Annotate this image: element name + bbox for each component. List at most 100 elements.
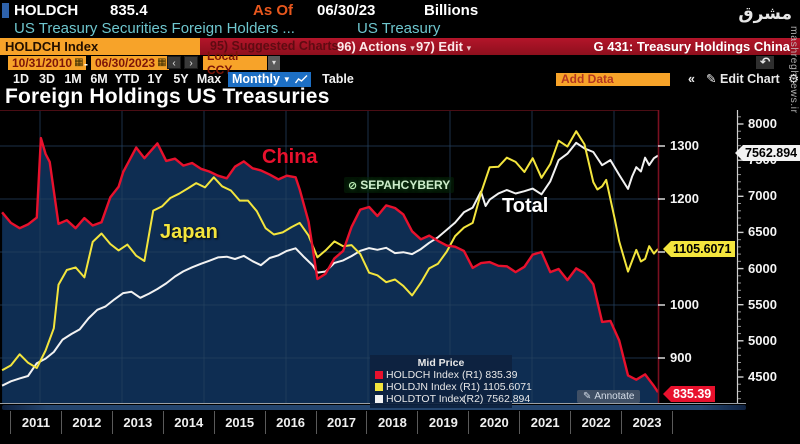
pencil-icon: ✎ (706, 72, 717, 86)
security-description-2[interactable]: US Treasury (357, 20, 441, 37)
r2-tick-label: 5500 (748, 296, 777, 312)
as-of-date: 06/30/23 (317, 2, 376, 19)
range-1y[interactable]: 1Y (147, 72, 163, 86)
legend-title: Mid Price (417, 357, 465, 369)
r1-tick-label: 1200 (670, 191, 699, 206)
range-max[interactable]: Max (196, 72, 222, 86)
chevron-down-icon: ▾ (466, 43, 472, 53)
range-6m[interactable]: 6M (90, 72, 108, 86)
date-from-field[interactable]: 10/31/2010 ▦ (8, 56, 86, 70)
chevron-down-icon: ▼ (282, 75, 291, 84)
date-dash: - (84, 57, 88, 71)
china-price-tag: 835.39 (663, 386, 716, 402)
range-5y[interactable]: 5Y (173, 72, 189, 86)
x-tick-year: 2017 (317, 411, 368, 434)
total-price-tag: 7562.894 (735, 145, 800, 161)
x-tick-year: 2021 (520, 411, 572, 434)
r1-axis: 1300120011001000900 (666, 110, 726, 410)
x-tick-year: 2019 (418, 411, 470, 434)
add-data-button[interactable]: Add Data (556, 73, 670, 86)
chevron-down-icon: ▾ (410, 43, 415, 53)
description-bar: US Treasury Securities Foreign Holders .… (0, 19, 800, 37)
currency-dropdown-icon[interactable]: ▾ (268, 56, 280, 70)
calendar-icon[interactable]: ▦ (157, 57, 167, 68)
japan-series-label: Japan (160, 221, 218, 243)
suggested-charts-menu[interactable]: 95) Suggested Charts (210, 39, 339, 53)
chart-slot-title: G 431: Treasury Holdings China (593, 39, 791, 54)
x-axis: 2011 2012 2013 2014 2015 2016 2017 2018 2019 2020… (10, 411, 673, 434)
x-tick-year: 2011 (11, 411, 62, 434)
x-tick-year: 2023 (622, 411, 673, 434)
prev-button[interactable]: ‹ (167, 56, 181, 69)
quote-bar: HOLDCH 835.4 As Of 06/30/23 Billions (0, 0, 800, 20)
actions-menu[interactable]: 96) Actions ▾ (337, 39, 415, 54)
r1-tick-label: 1300 (670, 138, 699, 154)
total-series-label: Total (502, 195, 549, 217)
total-line (1, 141, 659, 387)
range-1d[interactable]: 1D (13, 72, 29, 86)
r2-tick-label: 6000 (748, 260, 777, 276)
x-tick-year: 2013 (113, 411, 164, 434)
r2-tick-label: 4500 (748, 368, 777, 384)
as-of-label: As Of (253, 2, 294, 19)
security-chip[interactable]: HOLDCH Index (0, 38, 200, 55)
x-tick-year: 2014 (164, 411, 215, 434)
legend-row: HOLDJN Index (R1) 1105.6071 (375, 381, 532, 393)
date-to-field[interactable]: 06/30/2023 ▦ (91, 56, 169, 70)
annotate-button[interactable]: ✎ Annotate (577, 390, 641, 403)
mashregh-logo-watermark: مشرق (738, 4, 792, 23)
r2-tick-label: 6500 (748, 224, 777, 240)
chart-title: Foreign Holdings US Treasuries (5, 85, 330, 108)
x-tick-year: 2022 (571, 411, 623, 434)
legend-swatch-japan (375, 383, 383, 391)
pencil-icon: ✎ (583, 391, 592, 402)
security-description[interactable]: US Treasury Securities Foreign Holders .… (14, 20, 295, 37)
x-tick-year: 2015 (215, 411, 266, 434)
next-button[interactable]: › (184, 56, 198, 69)
chart-type-icon[interactable] (292, 72, 311, 87)
gear-icon[interactable]: ⚙ (788, 72, 800, 86)
china-line (1, 136, 660, 393)
chart-legend: Mid Price HOLDCH Index (R1) 835.39 HOLDJ… (370, 355, 532, 408)
currency-select[interactable]: Local CCY (203, 49, 267, 77)
range-3d[interactable]: 3D (39, 72, 55, 86)
table-button[interactable]: Table (322, 72, 354, 86)
r2-tick-label: 5000 (748, 332, 777, 348)
edit-chart-button[interactable]: Edit Chart (720, 72, 780, 86)
legend-row: HOLDTOT Index (R2) 7562.894 (375, 393, 530, 405)
r1-tick-label: 1000 (670, 296, 699, 312)
sepah-watermark: ⊘ SEPAHCYBERY (344, 177, 455, 193)
range-toolbar: 1D 3D 1M 6M YTD 1Y 5Y Max Monthly ▼ Table… (0, 72, 800, 87)
edit-menu[interactable]: 97) Edit ▾ (416, 39, 472, 54)
range-1m[interactable]: 1M (64, 72, 82, 86)
ticker: HOLDCH (14, 2, 79, 19)
date-toolbar: 10/31/2010 ▦ - 06/30/2023 ▦ ‹ › Local CCY … (0, 49, 800, 77)
undo-icon[interactable]: ↶ (756, 56, 775, 69)
x-tick-year: 2016 (266, 411, 317, 434)
r1-tick-label: 900 (670, 349, 692, 365)
japan-line (1, 130, 659, 372)
collapse-icon[interactable]: « (688, 72, 695, 86)
china-area-fill (2, 138, 659, 403)
mashregh-site-watermark: mashreghnews.ir (788, 26, 800, 114)
r2-tick-label: 8000 (748, 116, 777, 132)
japan-price-tag: 1105.6071 (663, 241, 736, 257)
legend-swatch-china (375, 371, 383, 379)
legend-row: HOLDCH Index (R1) 835.39 (375, 369, 518, 381)
r2-axis: 80007500700065006000550050004500 (744, 110, 800, 410)
r2-tick-label: 7000 (748, 188, 777, 204)
calendar-icon[interactable]: ▦ (74, 57, 84, 68)
cursor-block (2, 3, 9, 18)
legend-swatch-total (375, 395, 383, 403)
x-tick-year: 2020 (469, 411, 521, 434)
china-series-label: China (262, 146, 318, 168)
period-select[interactable]: Monthly ▼ (228, 72, 295, 87)
menu-bar: HOLDCH Index 95) Suggested Charts 96) Ac… (0, 38, 800, 55)
x-tick-year: 2012 (62, 411, 113, 434)
sepah-logo-icon: ⊘ (348, 179, 358, 192)
range-ytd[interactable]: YTD (114, 72, 140, 86)
x-tick-year: 2018 (367, 411, 419, 434)
units-label: Billions (424, 2, 479, 19)
last-value: 835.4 (110, 2, 148, 19)
